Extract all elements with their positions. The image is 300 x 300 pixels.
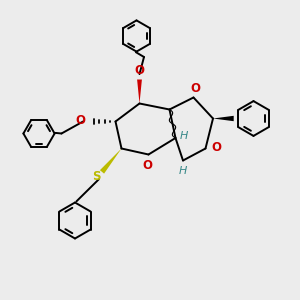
Text: O: O	[142, 159, 152, 172]
Polygon shape	[137, 80, 142, 103]
Text: O: O	[134, 64, 144, 76]
Text: H: H	[180, 130, 188, 141]
Polygon shape	[100, 148, 122, 174]
Text: O: O	[211, 141, 221, 154]
Polygon shape	[213, 116, 234, 121]
Text: H: H	[179, 167, 187, 176]
Text: O: O	[76, 114, 85, 128]
Text: O: O	[190, 82, 200, 94]
Text: S: S	[92, 170, 101, 183]
